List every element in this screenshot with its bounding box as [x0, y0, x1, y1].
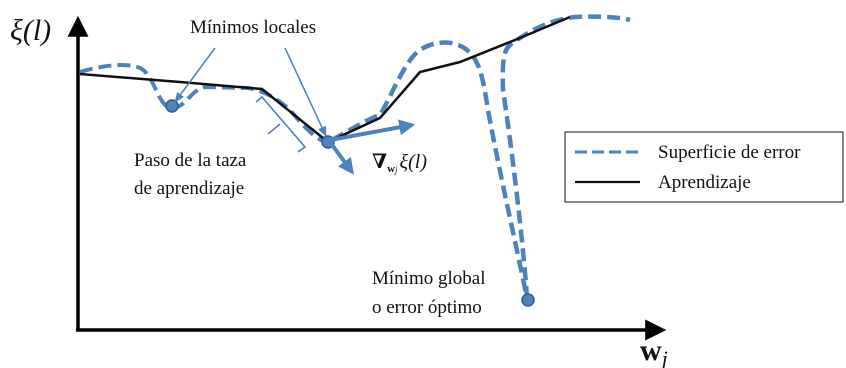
- learning-step-label-line2: de aprendizaje: [134, 178, 244, 199]
- gradient-subscript-j: j: [394, 165, 398, 175]
- local-minimum-marker-1: [165, 99, 179, 113]
- local-minima-pointer-1: [174, 47, 216, 103]
- global-minimum-marker: [521, 293, 535, 307]
- gradient-nabla: ∇: [372, 151, 387, 173]
- gradient-arrow: [329, 119, 416, 142]
- legend-label-learning: Aprendizaje: [658, 172, 751, 193]
- legend-box: [564, 131, 844, 203]
- learning-path: [79, 15, 571, 144]
- step-arrow: [328, 140, 354, 175]
- legend-label-error-surface: Superficie de error: [658, 142, 801, 163]
- global-minimum-label-line1: Mínimo global: [372, 268, 485, 289]
- local-minima-label: Mínimos locales: [190, 17, 316, 38]
- learning-step-bracket: [255, 95, 307, 153]
- x-axis-label-subscript: j: [659, 346, 668, 368]
- y-axis-label: ξ(l): [10, 14, 51, 47]
- gradient-subscript: w: [387, 163, 395, 175]
- local-minima-pointer-2: [284, 47, 327, 137]
- x-axis-label-main: w: [640, 334, 662, 367]
- global-minimum-label-line2: o error óptimo: [372, 297, 482, 318]
- gradient-function: ξ(l): [400, 151, 428, 173]
- learning-step-label-line1: Paso de la taza: [134, 150, 247, 171]
- legend: Superficie de error Aprendizaje: [564, 131, 844, 203]
- gradient-label: ∇wj ξ(l): [372, 151, 427, 175]
- x-axis-label: wj: [640, 334, 668, 368]
